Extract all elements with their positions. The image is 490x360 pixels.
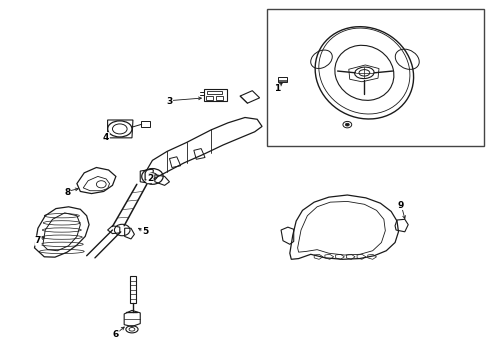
Bar xyxy=(278,77,287,82)
Text: 8: 8 xyxy=(64,188,70,197)
Circle shape xyxy=(345,123,349,126)
Text: 2: 2 xyxy=(147,174,153,183)
Text: 7: 7 xyxy=(35,236,41,245)
Text: 6: 6 xyxy=(113,330,119,339)
Text: 1: 1 xyxy=(273,84,280,93)
Bar xyxy=(216,96,223,100)
Bar xyxy=(267,9,484,146)
Text: 3: 3 xyxy=(167,97,172,106)
Bar xyxy=(203,89,227,102)
Bar xyxy=(207,91,222,94)
Bar xyxy=(206,96,213,100)
Text: 5: 5 xyxy=(142,227,148,236)
Bar xyxy=(129,276,136,303)
Bar xyxy=(141,121,149,127)
Text: 4: 4 xyxy=(103,132,109,141)
Text: 9: 9 xyxy=(398,201,404,210)
